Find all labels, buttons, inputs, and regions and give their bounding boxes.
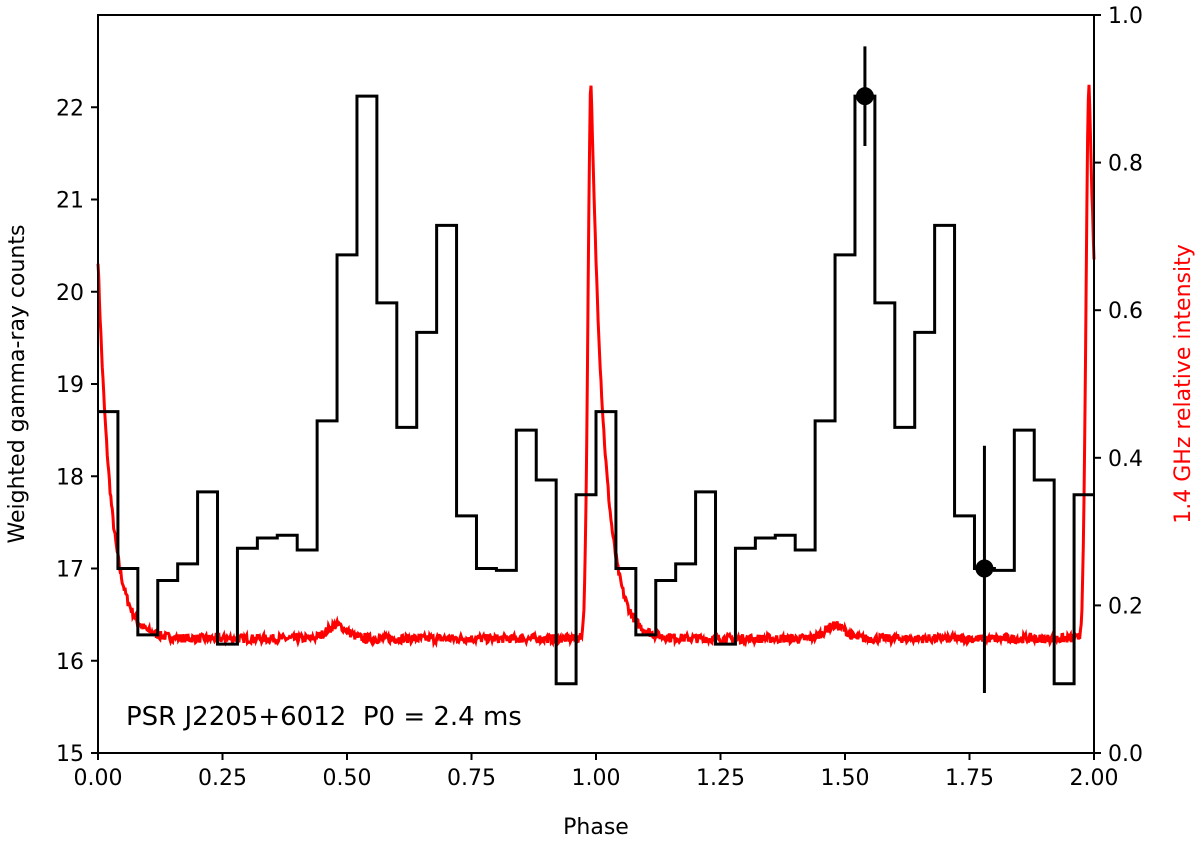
gamma-histogram-line [98, 94, 1094, 686]
y-left-tick-label: 21 [56, 189, 84, 214]
y-left-tick-label: 15 [56, 742, 84, 767]
x-tick-label: 1.75 [945, 766, 994, 791]
error-point-0 [855, 87, 874, 106]
error-point-1 [975, 559, 994, 578]
x-tick-label: 0.75 [447, 766, 496, 791]
y-left-tick-label: 17 [56, 558, 84, 583]
y-right-tick-label: 0.2 [1108, 594, 1143, 619]
y-axis-right-label: 1.4 GHz relative intensity [1171, 244, 1196, 523]
x-tick-label: 0.25 [198, 766, 247, 791]
y-left-tick-label: 16 [56, 650, 84, 675]
x-tick-label: 1.00 [572, 766, 621, 791]
x-tick-label: 2.00 [1070, 766, 1119, 791]
x-tick-label: 1.25 [696, 766, 745, 791]
y-right-tick-label: 0.8 [1108, 152, 1143, 177]
y-right-tick-label: 0.0 [1108, 742, 1143, 767]
radio-profile-line [96, 84, 1096, 649]
x-axis-label: Phase [563, 815, 629, 840]
y-axis-left-label: Weighted gamma-ray counts [5, 225, 30, 544]
pulsar-annotation: PSR J2205+6012 P0 = 2.4 ms [126, 702, 522, 732]
x-tick-label: 1.50 [821, 766, 870, 791]
x-tick-label: 0.00 [74, 766, 123, 791]
y-left-tick-label: 20 [56, 281, 84, 306]
y-right-tick-label: 0.6 [1108, 299, 1143, 324]
y-right-tick-label: 0.4 [1108, 447, 1143, 472]
y-left-tick-label: 22 [56, 96, 84, 121]
y-left-tick-label: 19 [56, 373, 84, 398]
y-right-tick-label: 1.0 [1108, 4, 1143, 29]
y-left-tick-label: 18 [56, 465, 84, 490]
x-tick-label: 0.50 [323, 766, 372, 791]
